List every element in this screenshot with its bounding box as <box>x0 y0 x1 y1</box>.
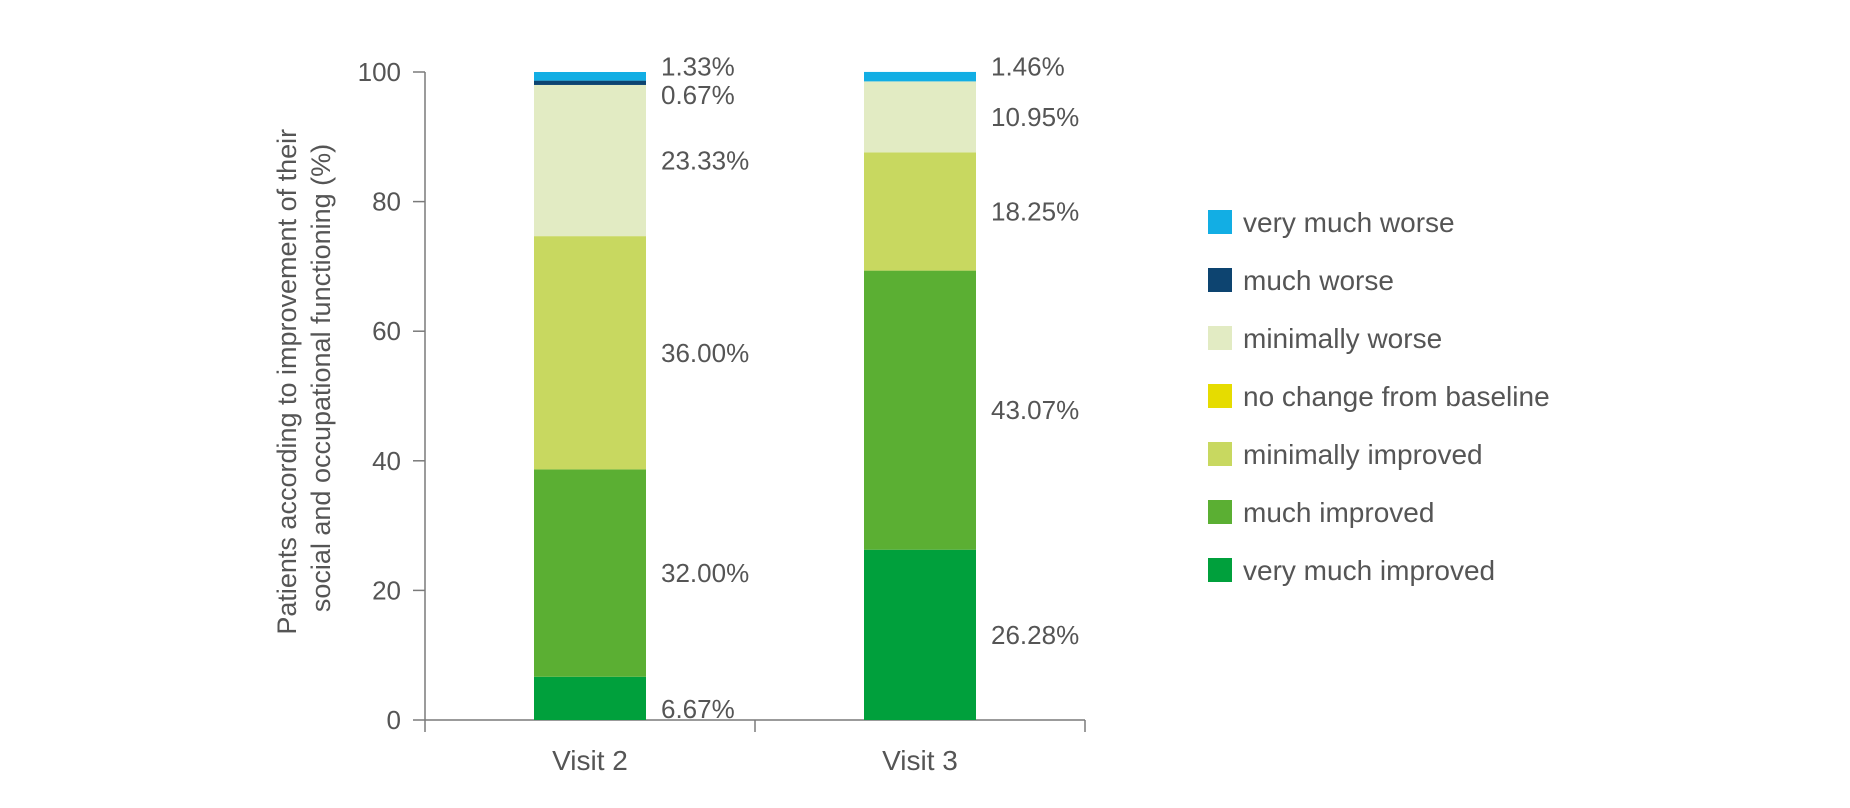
legend-swatch <box>1208 210 1232 234</box>
data-label: 18.25% <box>991 196 1079 226</box>
data-label: 32.00% <box>661 558 749 588</box>
legend-swatch <box>1208 500 1232 524</box>
bar-segment <box>864 81 976 153</box>
y-tick-label: 20 <box>372 575 401 605</box>
bar-segment <box>534 236 646 470</box>
y-axis-label-line-1: Patients according to improvement of the… <box>272 129 302 635</box>
legend-label: much worse <box>1243 265 1394 296</box>
bar-segment <box>864 549 976 720</box>
y-axis-label-line-2: social and occupational functioning (%) <box>306 144 336 612</box>
y-tick-label: 60 <box>372 316 401 346</box>
legend-label: minimally worse <box>1243 323 1442 354</box>
x-axis: Visit 2 Visit 3 <box>424 719 1086 776</box>
legend-swatch <box>1208 442 1232 466</box>
legend-label: very much worse <box>1243 207 1455 238</box>
y-tick-label: 80 <box>372 187 401 217</box>
legend-swatch <box>1208 268 1232 292</box>
data-label: 43.07% <box>991 395 1079 425</box>
data-label: 0.67% <box>661 80 735 110</box>
legend-swatch <box>1208 558 1232 582</box>
data-label: 6.67% <box>661 694 735 724</box>
data-label: 36.00% <box>661 338 749 368</box>
x-category-label: Visit 3 <box>882 745 958 776</box>
bar-segment <box>534 469 646 677</box>
legend-label: no change from baseline <box>1243 381 1550 412</box>
data-label: 10.95% <box>991 102 1079 132</box>
bar-segment <box>534 84 646 237</box>
legend: very much worse much worse minimally worse… <box>1208 207 1550 586</box>
bar-segment <box>864 71 976 82</box>
legend-swatch <box>1208 384 1232 408</box>
y-axis: 0 20 40 60 80 100 <box>358 57 426 735</box>
bar-segment <box>534 80 646 85</box>
legend-label: minimally improved <box>1243 439 1483 470</box>
data-label: 1.46% <box>991 52 1065 82</box>
data-labels: 6.67% 32.00% 36.00% 23.33% 0.67%1.33% 26.28% 4… <box>661 51 1079 724</box>
data-label: 1.33% <box>661 51 735 81</box>
legend-label: very much improved <box>1243 555 1495 586</box>
x-category-label: Visit 2 <box>552 745 628 776</box>
legend-label: much improved <box>1243 497 1434 528</box>
y-tick-label: 40 <box>372 446 401 476</box>
y-tick-label: 0 <box>387 705 401 735</box>
bar-segment <box>534 676 646 720</box>
bar-segment <box>864 152 976 271</box>
legend-swatch <box>1208 326 1232 350</box>
bar-segment <box>864 270 976 550</box>
y-tick-label: 100 <box>358 57 401 87</box>
data-label: 23.33% <box>661 146 749 176</box>
bar-segment <box>534 72 646 81</box>
bars <box>534 71 976 720</box>
data-label: 26.28% <box>991 620 1079 650</box>
y-axis-label: Patients according to improvement of the… <box>272 121 336 634</box>
